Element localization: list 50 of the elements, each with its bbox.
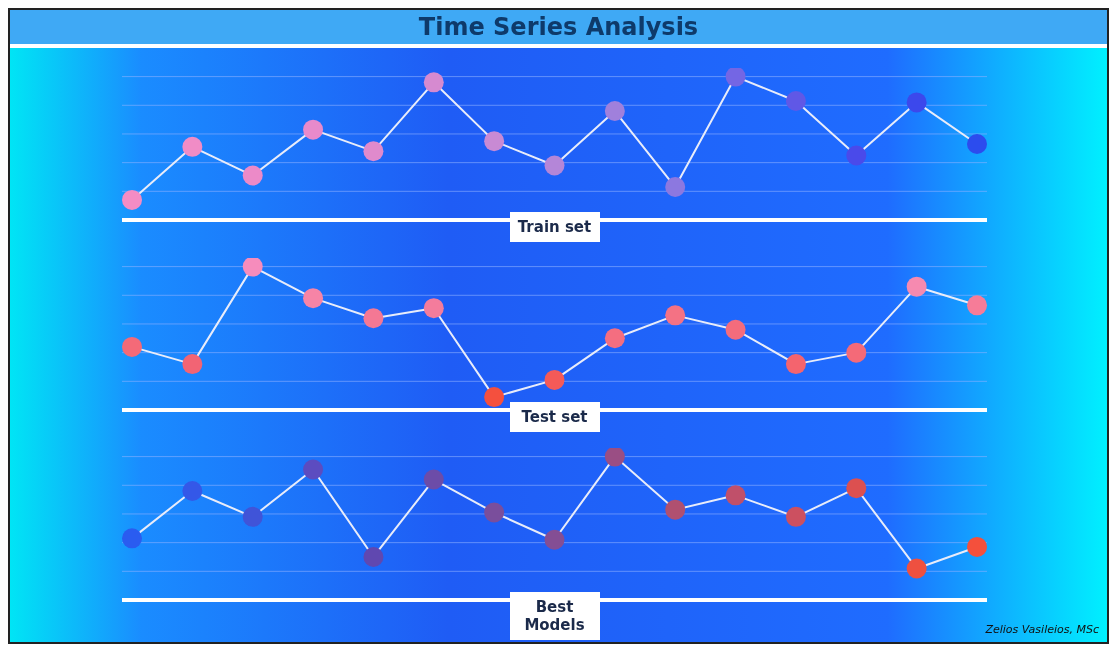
point bbox=[182, 136, 203, 157]
point bbox=[604, 448, 625, 467]
point bbox=[665, 499, 686, 520]
point bbox=[846, 342, 867, 363]
point bbox=[303, 288, 324, 309]
point bbox=[363, 308, 384, 329]
point bbox=[182, 354, 203, 375]
point bbox=[785, 354, 806, 375]
point bbox=[544, 369, 565, 390]
point bbox=[363, 141, 384, 162]
point bbox=[906, 92, 927, 113]
point bbox=[906, 276, 927, 297]
point bbox=[122, 528, 142, 549]
point bbox=[303, 459, 324, 480]
point bbox=[785, 90, 806, 111]
point bbox=[242, 165, 263, 186]
point bbox=[665, 177, 686, 198]
point bbox=[423, 469, 444, 490]
text: Zelios Vasileios, MSc bbox=[985, 623, 1099, 636]
point bbox=[423, 298, 444, 319]
x-axis-title: Best Models bbox=[509, 592, 600, 640]
point bbox=[725, 319, 746, 340]
point bbox=[604, 328, 625, 349]
point bbox=[303, 119, 324, 140]
point bbox=[967, 295, 987, 316]
point bbox=[484, 387, 505, 408]
point bbox=[846, 478, 867, 499]
point bbox=[544, 155, 565, 176]
point bbox=[967, 134, 987, 154]
point bbox=[846, 145, 867, 166]
point bbox=[544, 529, 565, 550]
x-axis-title: Test set bbox=[509, 402, 600, 432]
point bbox=[122, 336, 142, 357]
point bbox=[665, 305, 686, 326]
point bbox=[363, 546, 384, 567]
point bbox=[242, 258, 263, 277]
point bbox=[725, 68, 746, 87]
point bbox=[967, 536, 987, 557]
point bbox=[242, 506, 263, 527]
point bbox=[484, 502, 505, 523]
point bbox=[423, 72, 444, 93]
point bbox=[785, 506, 806, 527]
point bbox=[906, 558, 927, 579]
point bbox=[725, 485, 746, 506]
chart-title: Time Series Analysis bbox=[10, 10, 1107, 48]
x-axis-title: Train set bbox=[509, 212, 600, 242]
point bbox=[604, 101, 625, 122]
point bbox=[484, 131, 505, 152]
point bbox=[182, 481, 203, 502]
point bbox=[122, 189, 142, 210]
